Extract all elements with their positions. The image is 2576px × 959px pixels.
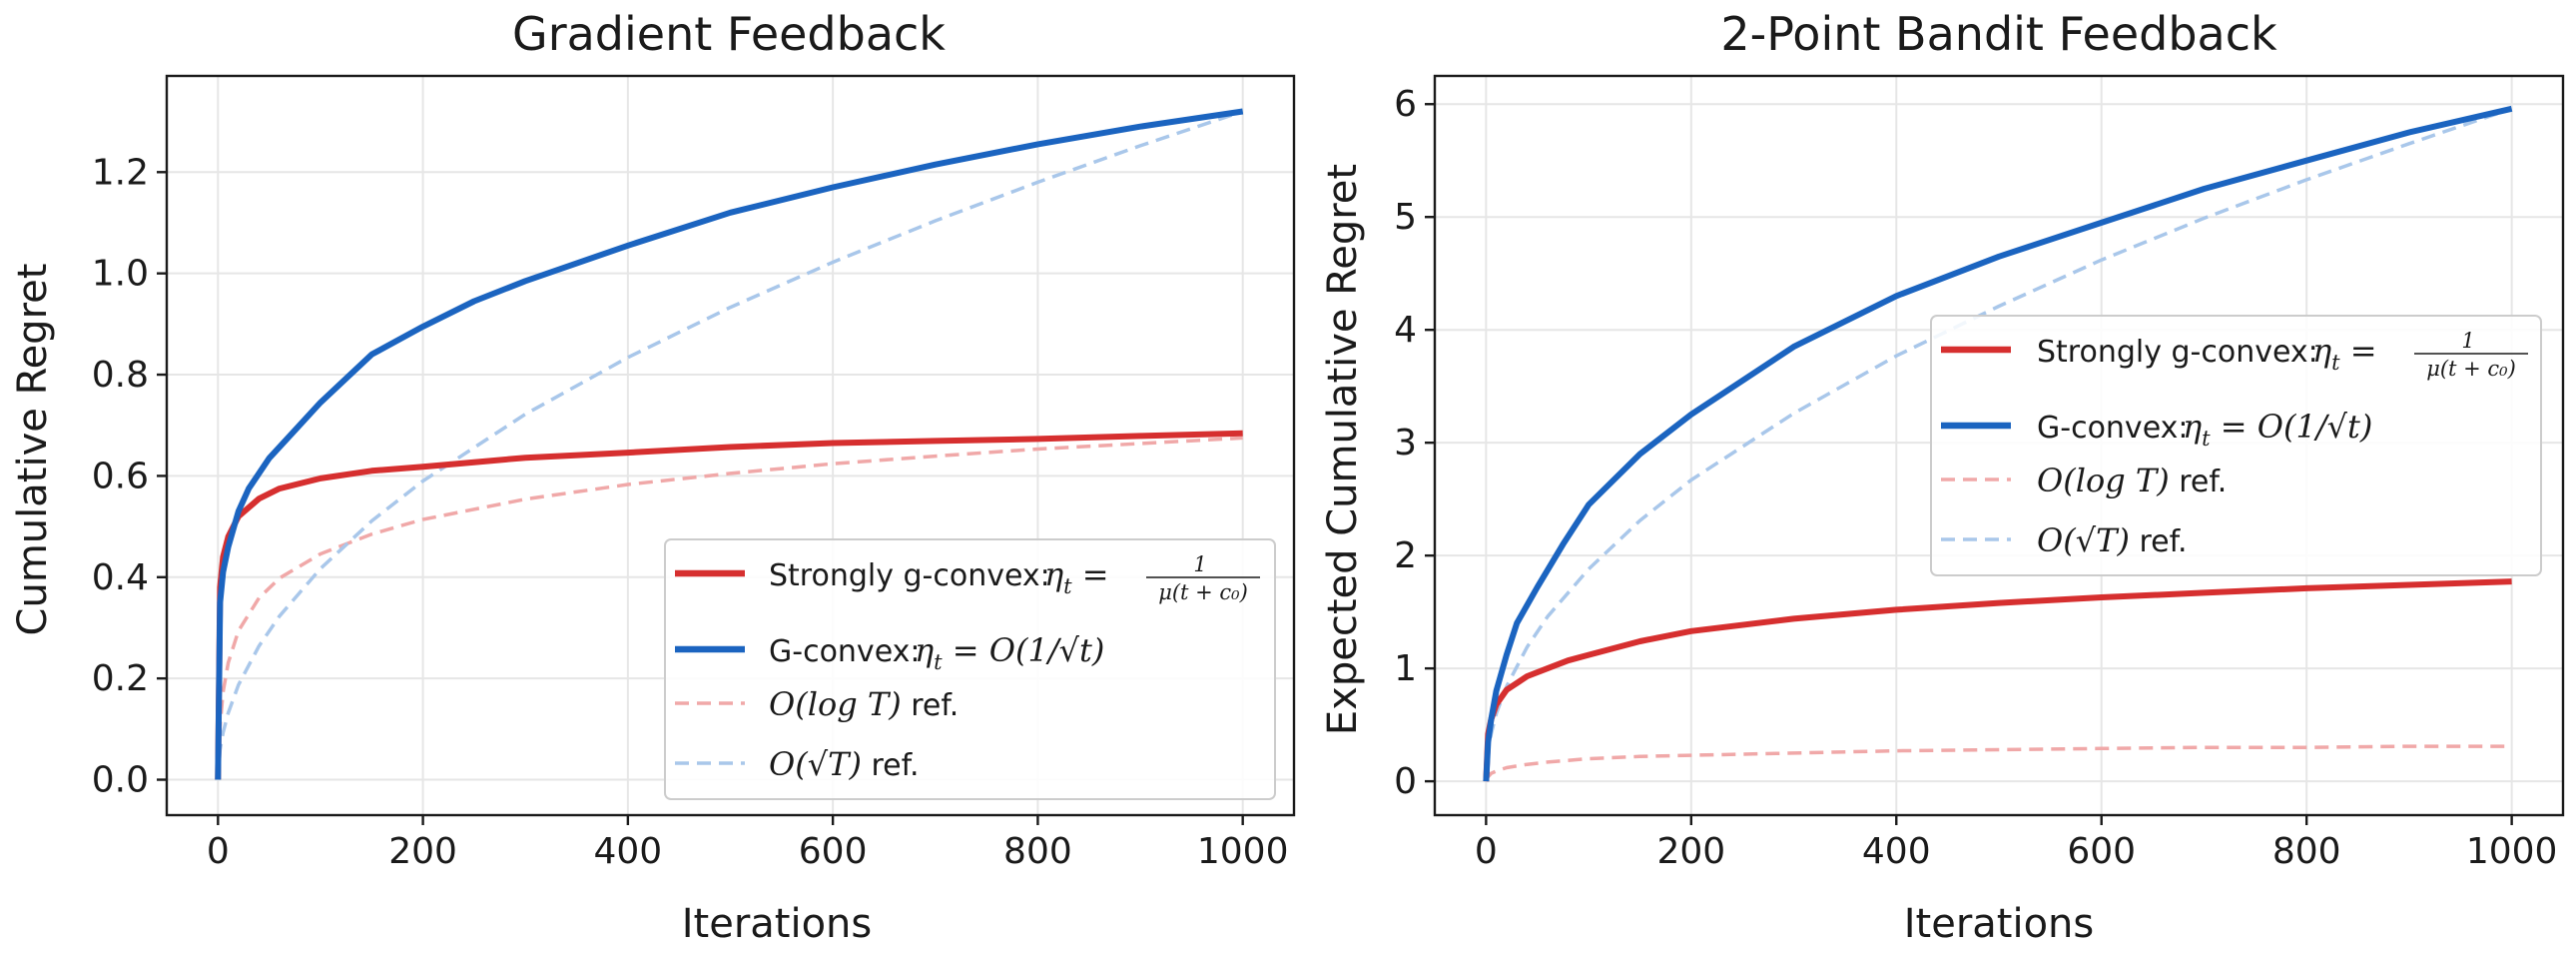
- series-line-1: [215, 108, 1244, 780]
- series-line-3: [1484, 107, 2513, 782]
- legend-frame: [1930, 315, 2542, 576]
- x-tick-label: 0: [207, 831, 230, 872]
- legend-label-math: ηt = O(1/√t): [915, 631, 1104, 674]
- legend-label-prefix: G-convex:: [2037, 411, 2188, 446]
- plot-frame: [165, 74, 1296, 817]
- series-line-3: [216, 109, 1244, 780]
- x-tick-label: 1000: [2466, 831, 2558, 872]
- legend-label-fraction-denominator: μ(t + c₀): [2426, 357, 2516, 381]
- legend-label-eta: ηt =: [2312, 332, 2377, 375]
- legend-item-strongly-g-convex: Strongly g-convex: ηt = 1 μ(t + c₀): [675, 552, 1260, 604]
- series-line-1: [1483, 105, 2513, 782]
- chart-title: 2-Point Bandit Feedback: [1720, 7, 2277, 61]
- y-tick-label: 2: [1394, 535, 1417, 576]
- legend-label-math: O(log T) ref.: [2037, 462, 2227, 499]
- legend-item-log-ref: O(log T) ref.: [1941, 462, 2227, 499]
- legend-frame: [664, 538, 1276, 800]
- legend-label-eta: ηt =: [1044, 555, 1109, 598]
- legend-label-math: O(√T) ref.: [769, 745, 920, 783]
- y-tick-label: 0.8: [92, 355, 149, 396]
- legend-label-math: O(log T) ref.: [769, 685, 959, 723]
- chart-title: Gradient Feedback: [512, 7, 946, 61]
- legend-label-prefix: Strongly g-convex:: [2037, 335, 2318, 370]
- x-tick-label: 600: [2067, 831, 2136, 872]
- legend-item-strongly-g-convex: Strongly g-convex: ηt = 1 μ(t + c₀): [1941, 329, 2528, 381]
- x-tick-label: 800: [2272, 831, 2341, 872]
- y-tick-label: 1.2: [92, 152, 149, 193]
- legend-item-sqrt-ref: O(√T) ref.: [675, 745, 920, 783]
- y-axis-label: Cumulative Regret: [10, 264, 56, 636]
- legend-label-math: ηt = O(1/√t): [2183, 408, 2372, 451]
- y-tick-label: 0.0: [92, 760, 149, 801]
- legend: Strongly g-convex: ηt = 1 μ(t + c₀) G-co…: [664, 538, 1276, 800]
- y-tick-label: 0: [1394, 761, 1417, 802]
- legend-item-g-convex: G-convex: ηt = O(1/√t): [675, 631, 1104, 674]
- plot-frame: [1433, 74, 2565, 817]
- x-tick-label: 400: [1862, 831, 1931, 872]
- y-tick-label: 4: [1394, 310, 1417, 351]
- legend-label-math: O(√T) ref.: [2037, 521, 2188, 559]
- x-axis-label: Iterations: [682, 901, 873, 947]
- series-line-2: [1484, 744, 2512, 782]
- x-tick-label: 200: [1656, 831, 1725, 872]
- legend-label-prefix: Strongly g-convex:: [769, 558, 1050, 593]
- legend-item-g-convex: G-convex: ηt = O(1/√t): [1941, 408, 2372, 451]
- y-tick-label: 0.4: [92, 557, 149, 598]
- legend-label-fraction-numerator: 1: [2461, 329, 2474, 353]
- y-tick-label: 5: [1394, 197, 1417, 238]
- x-tick-label: 600: [799, 831, 868, 872]
- x-tick-label: 1000: [1197, 831, 1289, 872]
- chart-panel-2-point-bandit-feedback: 2-Point Bandit Feedback Iterations Expec…: [1320, 7, 2565, 947]
- y-tick-label: 0.6: [92, 456, 149, 496]
- y-tick-label: 3: [1394, 423, 1417, 464]
- legend-label-fraction-numerator: 1: [1193, 552, 1206, 576]
- legend-item-log-ref: O(log T) ref.: [675, 685, 959, 723]
- legend-label-prefix: G-convex:: [769, 634, 920, 669]
- y-axis-label: Expected Cumulative Regret: [1320, 164, 1366, 735]
- y-tick-label: 0.2: [92, 658, 149, 699]
- y-tick-label: 1: [1394, 648, 1417, 689]
- x-axis-label: Iterations: [1904, 901, 2095, 947]
- x-tick-label: 0: [1475, 831, 1498, 872]
- x-tick-label: 800: [1003, 831, 1072, 872]
- legend: Strongly g-convex: ηt = 1 μ(t + c₀) G-co…: [1930, 315, 2542, 576]
- legend-label-fraction-denominator: μ(t + c₀): [1158, 580, 1248, 604]
- series-line-2: [216, 436, 1243, 780]
- y-tick-label: 6: [1394, 84, 1417, 125]
- chart-panel-gradient-feedback: Gradient Feedback Iterations Cumulative …: [10, 7, 1296, 947]
- x-tick-label: 400: [594, 831, 663, 872]
- legend-item-sqrt-ref: O(√T) ref.: [1941, 521, 2188, 559]
- x-tick-label: 200: [388, 831, 457, 872]
- y-tick-label: 1.0: [92, 254, 149, 295]
